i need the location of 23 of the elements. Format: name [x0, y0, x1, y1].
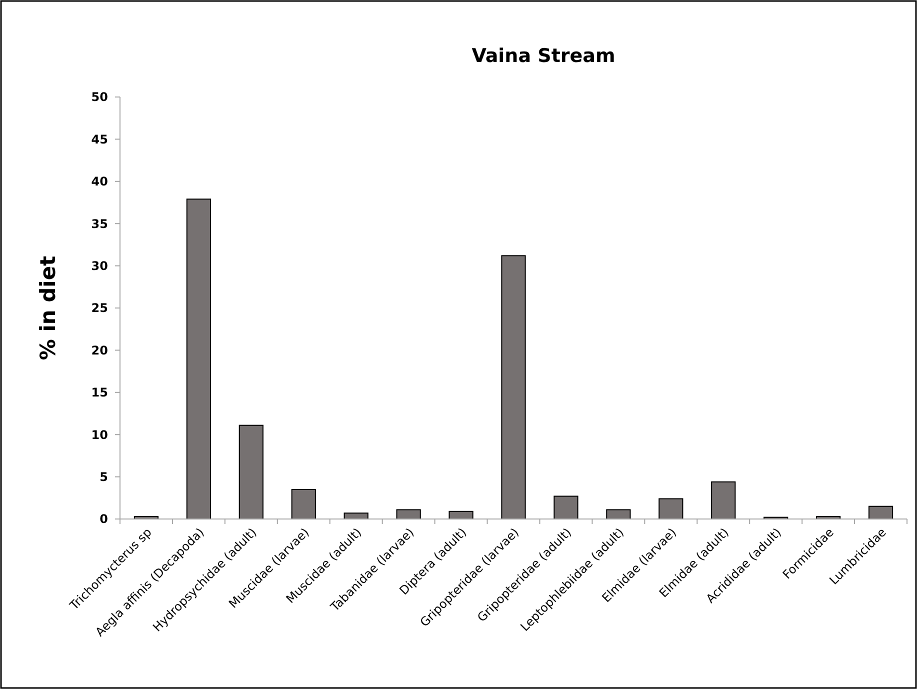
bar — [658, 498, 684, 520]
bar — [606, 509, 631, 520]
y-tick-label: 45 — [91, 132, 108, 146]
bar — [554, 496, 578, 520]
chart-title: Vaina Stream — [472, 45, 616, 67]
bar — [868, 506, 894, 520]
y-tick-label: 10 — [91, 428, 108, 442]
y-tick-label: 15 — [91, 386, 108, 400]
y-tick-label: 30 — [91, 259, 108, 273]
bar — [186, 198, 212, 520]
y-tick-label: 35 — [91, 216, 108, 231]
bar — [396, 509, 421, 520]
y-tick-label: 50 — [91, 90, 108, 104]
y-tick-label: 40 — [91, 174, 108, 189]
bar — [291, 488, 316, 520]
y-tick-label: 5 — [100, 470, 108, 484]
y-tick-label: 20 — [91, 343, 108, 358]
y-tick-label: 25 — [91, 301, 108, 316]
bar — [501, 255, 526, 520]
y-axis-title: % in diet — [36, 256, 60, 360]
bar — [238, 424, 264, 520]
y-tick-label: 0 — [100, 512, 108, 526]
bar — [711, 481, 736, 520]
